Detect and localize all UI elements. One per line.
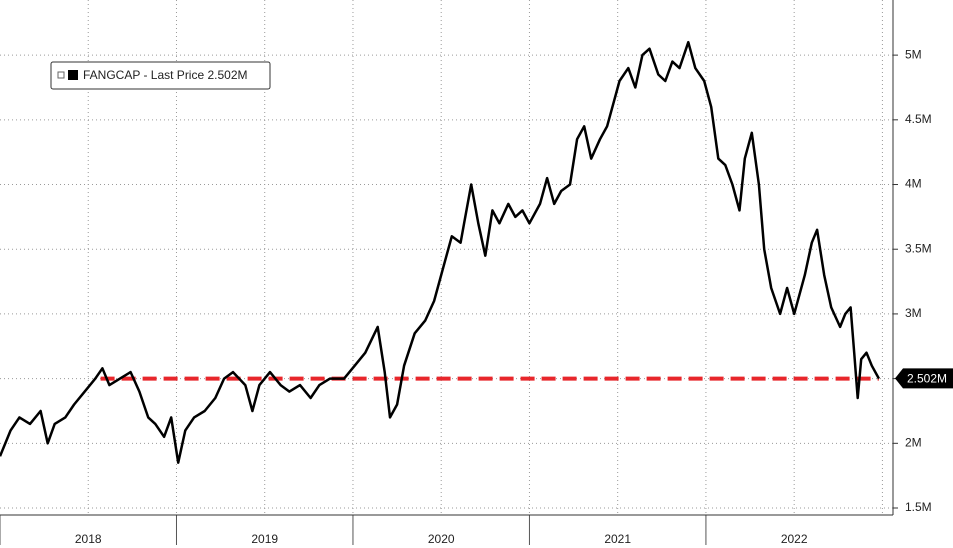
- y-tick-label: 2M: [905, 435, 922, 449]
- price-line: [0, 40, 880, 464]
- legend-box: [50, 61, 271, 90]
- legend-expander: [57, 71, 65, 79]
- x-tick-label: 2021: [604, 532, 631, 546]
- y-tick-label: 4M: [905, 177, 922, 191]
- x-tick-label: 2022: [781, 532, 808, 546]
- y-tick-label: 3M: [905, 306, 922, 320]
- y-tick-label: 1.5M: [905, 500, 932, 514]
- last-price-tag: [895, 368, 953, 389]
- y-tick-label: 4.5M: [905, 112, 932, 126]
- x-tick-label: 2020: [428, 532, 455, 546]
- last-price-label: 2.502M: [907, 372, 947, 386]
- x-tick-label: 2018: [75, 532, 102, 546]
- legend-label: FANGCAP - Last Price 2.502M: [83, 68, 248, 82]
- y-tick-label: 3.5M: [905, 241, 932, 255]
- x-tick-label: 2019: [251, 532, 278, 546]
- y-tick-label: 5M: [905, 47, 922, 61]
- legend-swatch: [68, 70, 78, 80]
